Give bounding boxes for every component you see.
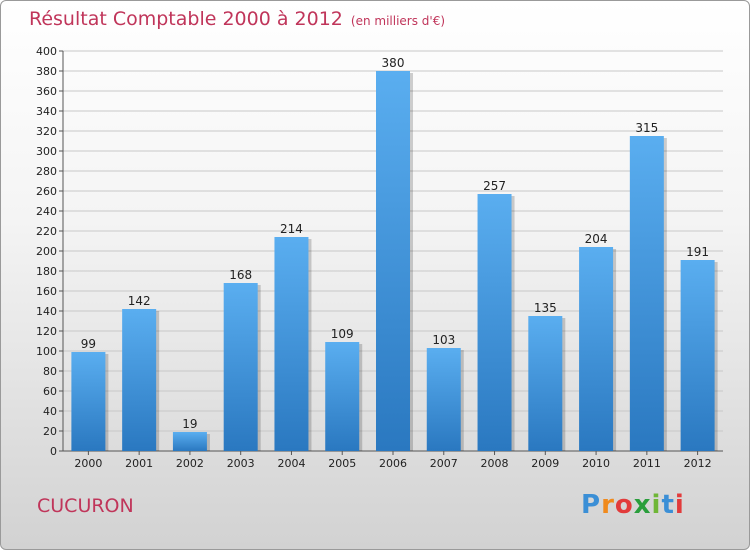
x-tick-label: 2010 [582,457,610,470]
y-tick-label: 260 [36,185,57,198]
bar [223,283,258,451]
y-tick-label: 360 [36,85,57,98]
data-label: 103 [432,333,455,347]
data-labels: 99 142 19 168 214 109 380 103 257 135 204 315 191 [81,56,709,431]
bars [71,71,718,451]
y-tick-label: 80 [43,365,57,378]
y-tick-label: 0 [50,445,57,458]
chart-title: Résultat Comptable 2000 à 2012 (en millie… [29,8,445,30]
x-tick-label: 2002 [176,457,204,470]
bar [680,260,715,451]
y-tick-label: 280 [36,165,57,178]
y-tick-label: 120 [36,325,57,338]
y-axis-ticks: 0 20 40 60 80 100 120 140 160 180 200 220 240 260 280 3… [36,45,63,458]
bar [477,194,512,451]
y-tick-label: 380 [36,65,57,78]
y-tick-label: 320 [36,125,57,138]
logo-letter: o [614,490,634,520]
y-tick-label: 340 [36,105,57,118]
data-label: 191 [686,245,709,259]
bar [376,71,410,451]
data-label: 315 [635,121,658,135]
chart-subtitle: (en milliers d'€) [350,14,446,28]
x-tick-label: 2007 [430,457,458,470]
x-tick-label: 2005 [328,457,356,470]
y-tick-label: 300 [36,145,57,158]
bar [426,348,461,451]
bar [325,342,360,451]
y-tick-label: 220 [36,225,57,238]
bar [579,247,614,451]
logo-letter: P [581,490,602,520]
logo-letter: r [601,490,615,520]
x-axis-ticks: 2000 2001 2002 2003 2004 2005 2006 2007 2008 2009… [74,451,712,470]
logo-letter: i [651,490,662,520]
y-tick-label: 400 [36,45,57,58]
x-tick-label: 2008 [481,457,509,470]
commune-name: CUCURON [37,495,134,517]
x-tick-label: 2004 [277,457,305,470]
bar [172,432,207,451]
data-label: 109 [331,327,354,341]
bar [71,352,106,451]
bar [122,309,157,451]
logo-letter: t [661,490,675,520]
x-tick-label: 2009 [531,457,559,470]
data-label: 19 [182,417,197,431]
x-tick-label: 2006 [379,457,407,470]
proxiti-logo: Proxiti [581,490,685,520]
x-tick-label: 2012 [684,457,712,470]
data-label: 168 [229,268,252,282]
y-tick-label: 20 [43,425,57,438]
y-tick-label: 60 [43,385,57,398]
y-tick-label: 240 [36,205,57,218]
y-tick-label: 180 [36,265,57,278]
y-tick-label: 160 [36,285,57,298]
x-tick-label: 2011 [633,457,661,470]
x-tick-label: 2000 [74,457,102,470]
data-label: 257 [483,179,506,193]
logo-letter: i [674,490,685,520]
data-label: 135 [534,301,557,315]
y-tick-label: 200 [36,245,57,258]
chart-title-text: Résultat Comptable 2000 à 2012 [29,8,343,30]
y-tick-label: 140 [36,305,57,318]
x-tick-label: 2003 [227,457,255,470]
logo-letter: x [633,490,652,520]
data-label: 204 [585,232,608,246]
y-tick-label: 100 [36,345,57,358]
bar [528,316,563,451]
bar [629,136,664,451]
data-label: 99 [81,337,96,351]
y-tick-label: 40 [43,405,57,418]
data-label: 214 [280,222,303,236]
bar [274,237,309,451]
x-tick-label: 2001 [125,457,153,470]
data-label: 380 [382,56,405,70]
data-label: 142 [128,294,151,308]
